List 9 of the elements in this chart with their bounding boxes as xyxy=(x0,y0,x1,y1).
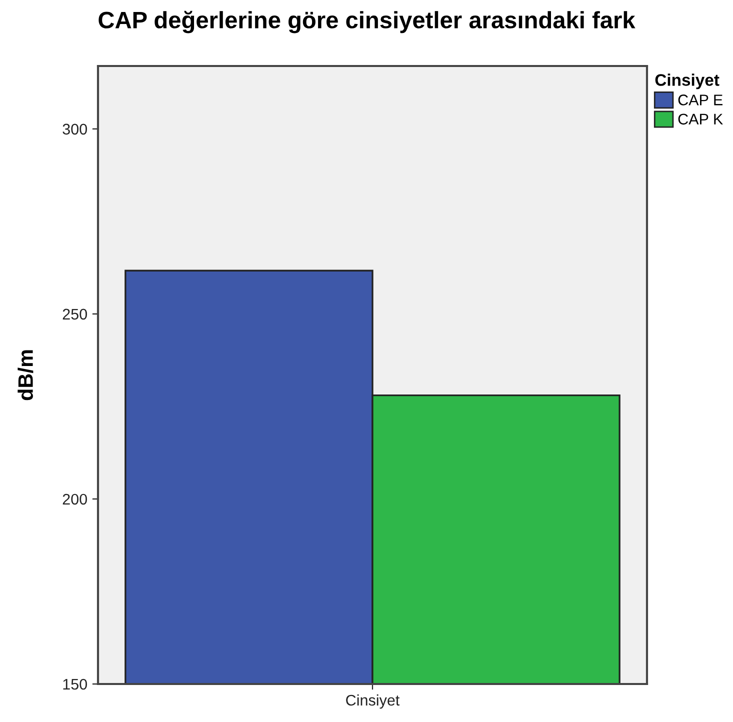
y-tick-label: 300 xyxy=(62,124,87,135)
y-tick-label: 200 xyxy=(62,494,87,505)
legend-title: Cinsiyet xyxy=(655,74,720,90)
y-tick-label: 150 xyxy=(63,678,87,690)
y-tick-label: 250 xyxy=(62,308,87,320)
legend-label: CAP K xyxy=(678,114,723,125)
y-axis-title: dB/m xyxy=(18,350,34,400)
legend-label: CAP E xyxy=(678,94,722,106)
chart-title: CAP değerlerine göre cinsiyetler arasındaki fark xyxy=(98,10,636,34)
